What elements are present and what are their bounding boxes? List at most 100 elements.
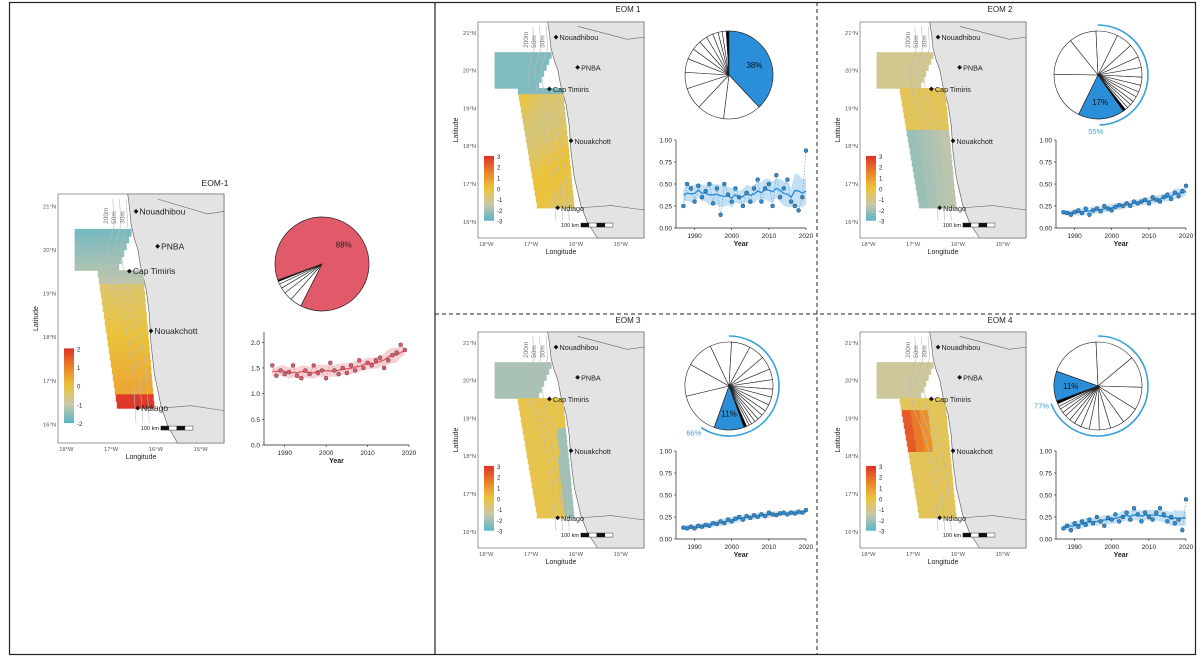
grid-cell [529, 469, 541, 477]
data-point [692, 199, 697, 204]
grid-cell [903, 58, 914, 65]
grid-cell [504, 52, 514, 59]
data-point [707, 181, 712, 187]
grid-cell [494, 82, 504, 89]
grid-cell [93, 228, 104, 237]
grid-cell [541, 130, 551, 137]
border-south [580, 515, 645, 521]
grid-cell [913, 428, 923, 435]
grid-cell [530, 422, 540, 429]
data-point [740, 203, 746, 209]
grid-cell [125, 277, 135, 285]
colorbar-tick: 2 [497, 166, 501, 172]
data-point [290, 363, 296, 368]
grid-cell [914, 124, 924, 131]
grid-cell [929, 416, 939, 423]
grid-cell [923, 130, 933, 137]
grid-cell [923, 481, 934, 489]
data-point [1102, 203, 1107, 209]
grid-cell [909, 147, 921, 155]
grid-cell [105, 325, 115, 333]
data-point [352, 368, 358, 373]
grid-cell [915, 70, 927, 77]
grid-cell [494, 76, 505, 83]
grid-cell [535, 88, 546, 95]
grid-cell [559, 469, 571, 477]
grid-cell [918, 511, 929, 519]
x-tick-label: 2010 [762, 233, 777, 240]
grid-cell [902, 64, 912, 71]
colorbar-tick: 1 [77, 366, 81, 372]
grid-cell [906, 70, 917, 77]
place-label: Ndiago [561, 514, 584, 523]
grid-cell [911, 416, 921, 423]
grid-cell [937, 106, 947, 113]
lon-tick: 17°W [906, 552, 921, 558]
grid-cell [909, 404, 920, 411]
place-label: Ndiago [141, 403, 168, 413]
depth-label: 50m [531, 345, 538, 358]
grid-cell [559, 142, 569, 149]
grid-cell [557, 434, 567, 441]
grid-cell [941, 153, 952, 161]
data-point [311, 363, 316, 368]
grid-cell [885, 374, 895, 381]
grid-cell [530, 58, 541, 65]
grid-cell [503, 374, 513, 381]
pie-slice-highlight [1053, 370, 1100, 402]
grid-cell [919, 64, 929, 71]
grid-cell [917, 142, 926, 149]
grid-cell [522, 386, 533, 393]
grid-cell [564, 201, 575, 209]
grid-cell [524, 440, 534, 447]
grid-cell [114, 387, 125, 395]
data-point [1154, 510, 1159, 515]
map-ylabel: Latitude [453, 427, 460, 452]
lat-tick: 18°N [845, 144, 858, 150]
grid-cell [545, 505, 555, 513]
grid-cell [932, 446, 942, 453]
grid-cell [536, 201, 547, 209]
data-point [274, 373, 279, 378]
grid-cell [914, 52, 925, 59]
grid-cell [917, 398, 928, 405]
grid-cell [529, 392, 540, 399]
grid-cell [903, 82, 913, 89]
x-tick-label: 2000 [724, 544, 739, 551]
scale-bar-segment [580, 532, 590, 538]
data-point [1168, 196, 1174, 202]
data-point [684, 181, 690, 187]
pie-slice-highlight [1078, 74, 1124, 120]
y-tick-label: 1.0 [251, 391, 260, 398]
grid-cell [522, 118, 532, 125]
land-area [547, 21, 645, 239]
grid-cell [125, 394, 135, 402]
grid-cell [517, 88, 528, 95]
grid-cell [129, 353, 141, 361]
grid-cell [135, 284, 145, 292]
grid-cell [545, 94, 555, 101]
scale-bar-segment [184, 425, 194, 431]
lon-tick: 18°W [479, 242, 494, 248]
lat-tick: 16°N [43, 422, 56, 428]
data-point [357, 358, 362, 363]
grid-cell [910, 374, 921, 381]
grid-cell [908, 398, 919, 405]
data-point [278, 368, 283, 373]
scale-bar-segment [604, 532, 614, 538]
grid-cell [923, 52, 934, 59]
grid-cell [537, 64, 547, 71]
grid-cell [504, 362, 514, 369]
place-label: Cap Timiris [935, 395, 971, 404]
pie-label: 38% [746, 61, 762, 70]
colorbar-tick: 0 [77, 385, 81, 391]
grid-cell [940, 130, 950, 137]
place-marker [546, 396, 552, 402]
data-point [307, 371, 312, 377]
grid-cell [517, 398, 528, 405]
depth-label: 30m [921, 35, 928, 48]
pie-slice-highlight [274, 216, 370, 312]
data-point [1072, 521, 1077, 526]
grid-cell [926, 499, 937, 507]
map-eom2: 200m 50m 30m Nouadhibou PNBA Cap Timiris Nouak… [453, 21, 645, 256]
